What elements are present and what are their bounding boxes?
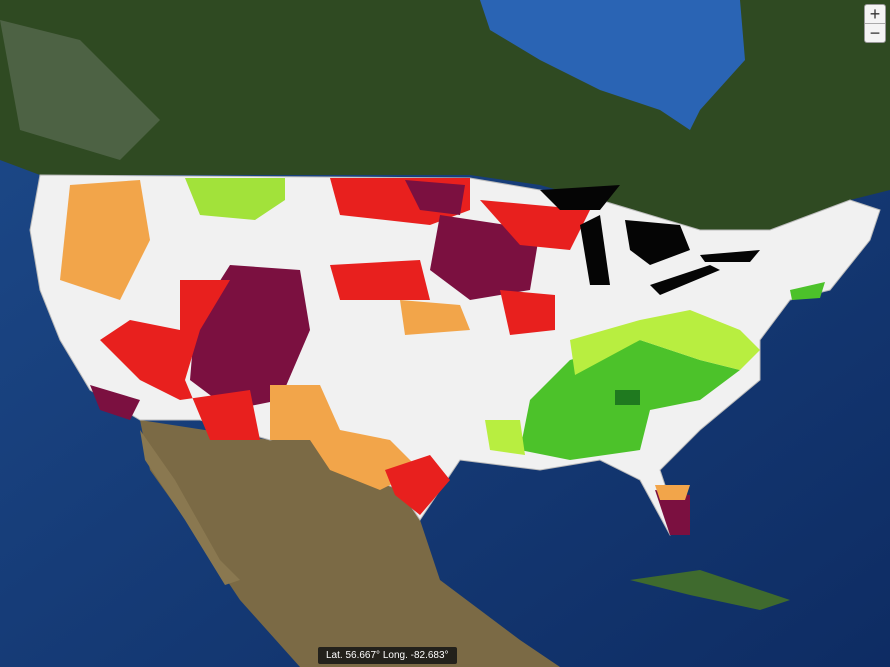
- region-red-ne: [330, 260, 430, 300]
- region-purple-fl: [655, 490, 690, 535]
- zoom-controls: + −: [864, 4, 886, 43]
- region-red-stx: [385, 455, 450, 515]
- region-lightgreen-ky: [570, 310, 760, 375]
- hudson-bay: [480, 0, 745, 130]
- zoom-out-button[interactable]: −: [865, 23, 885, 42]
- coordinate-readout: Lat. 56.667° Long. -82.683°: [318, 647, 457, 664]
- region-purple-co: [190, 265, 310, 410]
- zoom-in-button[interactable]: +: [869, 4, 881, 24]
- lake-superior: [540, 185, 620, 210]
- region-lightgreen-la: [485, 420, 525, 455]
- lake-michigan: [580, 215, 610, 285]
- lake-huron: [625, 220, 690, 265]
- region-purple-ca: [90, 385, 140, 420]
- region-darkgreen: [615, 390, 640, 405]
- cuba: [630, 570, 790, 610]
- lake-ontario: [700, 250, 760, 262]
- lake-erie: [650, 265, 720, 295]
- region-orange-nw: [60, 180, 150, 300]
- baja: [140, 430, 240, 585]
- region-purple-nd: [405, 180, 465, 215]
- region-red-wi: [480, 200, 590, 250]
- region-orange-fl: [655, 485, 690, 500]
- mexico-land: [140, 420, 560, 667]
- region-red-az: [100, 280, 260, 440]
- mountains: [0, 20, 160, 160]
- region-orange-tx: [270, 385, 420, 490]
- region-orange-ks: [400, 300, 470, 335]
- region-green-ny: [790, 282, 825, 300]
- region-red-il: [500, 290, 555, 335]
- region-lightgreen-mt: [185, 178, 285, 220]
